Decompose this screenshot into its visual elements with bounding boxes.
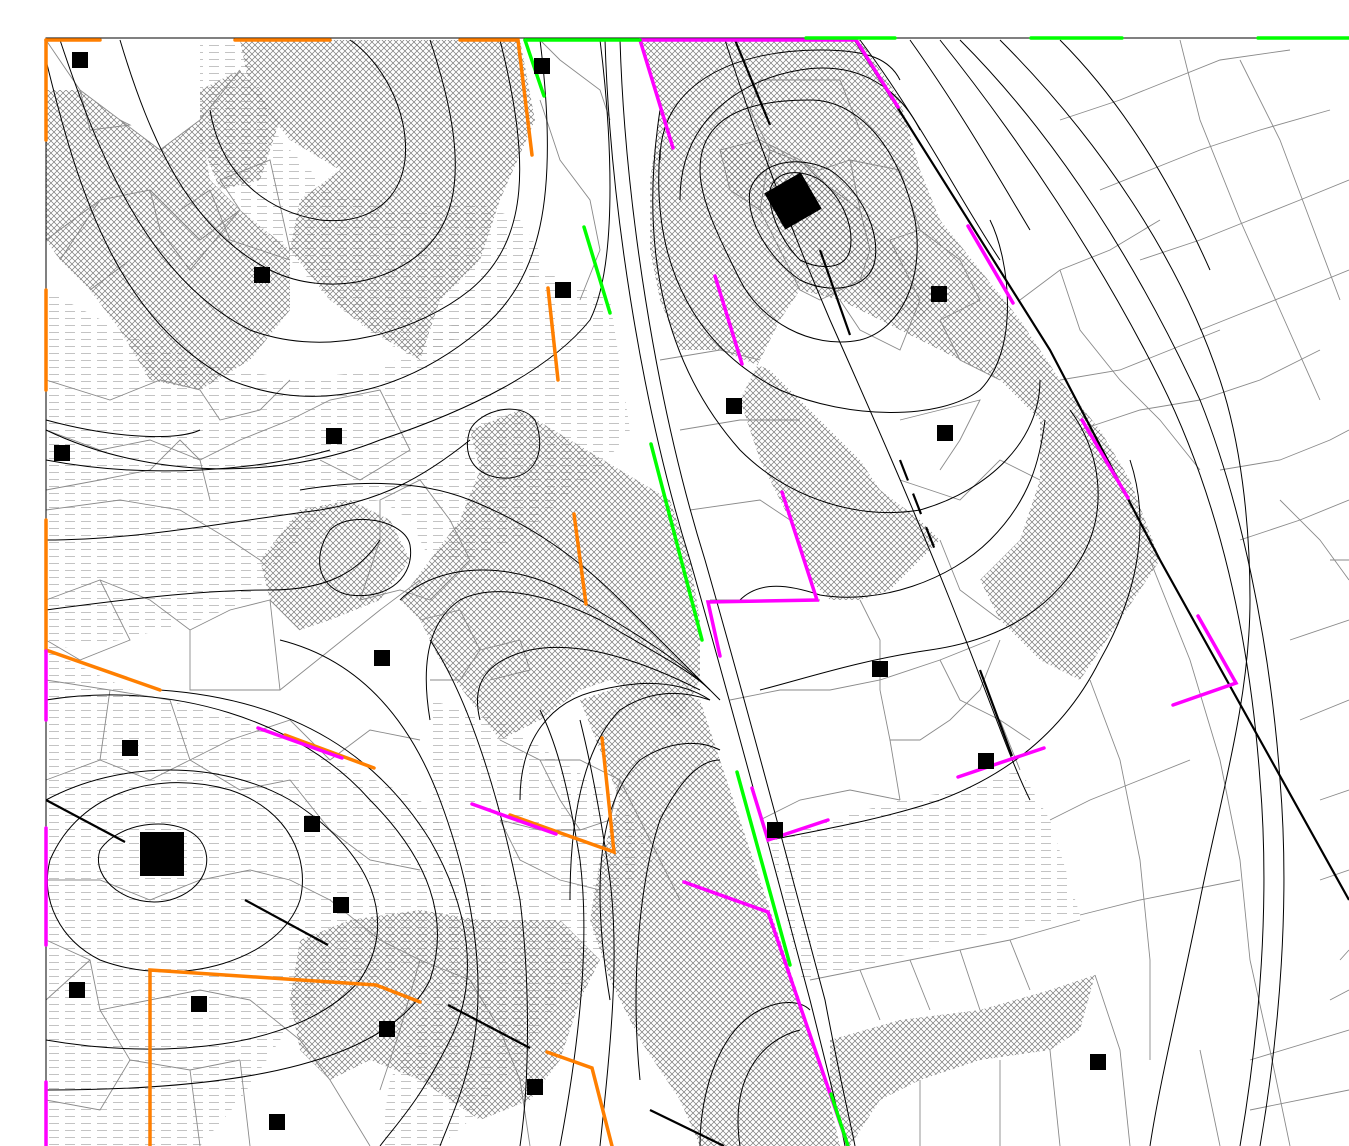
dashed-zone-southwest (46, 650, 500, 1146)
station-marker[interactable] (254, 267, 270, 283)
station-marker[interactable] (333, 897, 349, 913)
station-marker[interactable] (872, 661, 888, 677)
station-marker[interactable] (931, 286, 947, 302)
station-marker[interactable] (726, 398, 742, 414)
hatch-zone-7 (290, 910, 600, 1120)
triangulation-edges (45, 39, 1349, 1146)
station-marker[interactable] (767, 822, 783, 838)
green-lines (523, 36, 1349, 1146)
hatch-zone-6 (580, 680, 840, 1146)
map-border (45, 37, 1349, 1146)
station-marker[interactable] (269, 1114, 285, 1130)
station-marker[interactable] (1090, 1054, 1106, 1070)
station-marker[interactable] (534, 58, 550, 74)
station-marker[interactable] (72, 52, 88, 68)
crosshatch-zones (46, 40, 1160, 1146)
magenta-lines (44, 38, 1239, 1146)
contour-lines (45, 39, 1285, 1146)
station-marker-large[interactable] (764, 172, 822, 230)
hatch-zone-4 (260, 500, 410, 630)
station-marker[interactable] (191, 996, 207, 1012)
station-marker[interactable] (555, 282, 571, 298)
station-marker[interactable] (374, 650, 390, 666)
hatch-zone-3 (200, 70, 280, 190)
station-marker[interactable] (978, 753, 994, 769)
station-marker[interactable] (379, 1021, 395, 1037)
station-marker[interactable] (326, 428, 342, 444)
station-marker[interactable] (69, 982, 85, 998)
dashed-zone-east (770, 770, 1080, 980)
station-marker[interactable] (527, 1079, 543, 1095)
station-marker[interactable] (54, 445, 70, 461)
orange-lines (44, 38, 617, 1146)
hatch-zone-9 (830, 975, 1095, 1146)
station-marker[interactable] (122, 740, 138, 756)
station-markers[interactable] (54, 52, 1106, 1130)
station-marker[interactable] (304, 816, 320, 832)
breaklines (45, 39, 1349, 1146)
station-marker[interactable] (937, 425, 953, 441)
station-marker-large[interactable] (140, 832, 184, 876)
